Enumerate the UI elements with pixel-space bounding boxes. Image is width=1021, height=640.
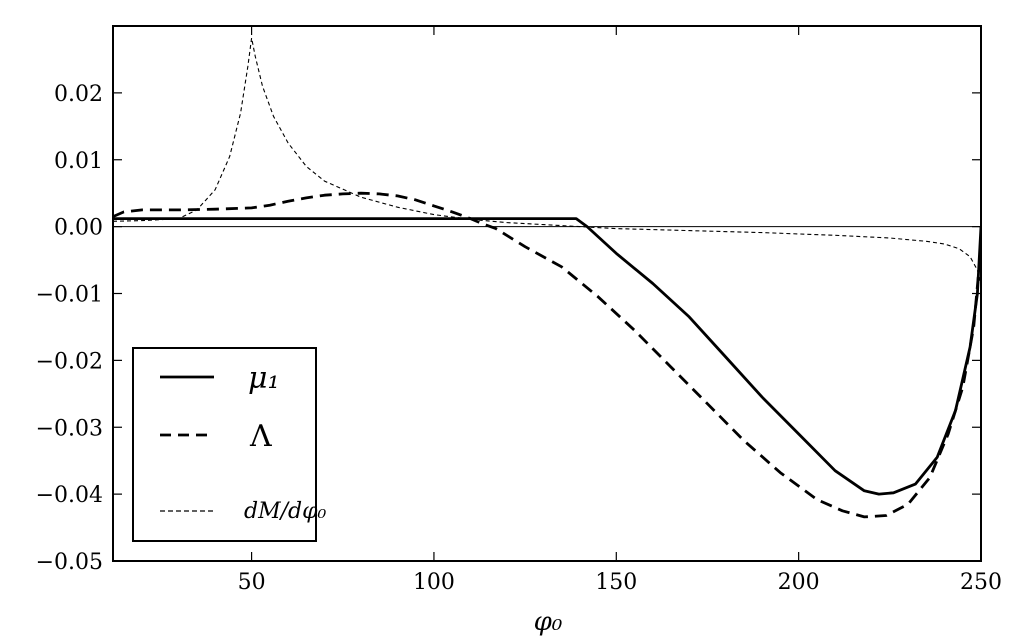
y-tick-label: 0.02 xyxy=(54,82,103,107)
x-tick-label: 200 xyxy=(778,570,820,595)
x-tick-label: 150 xyxy=(595,570,637,595)
x-axis: 50 100 150 200 250 xyxy=(238,26,1002,595)
x-tick-label: 250 xyxy=(960,570,1002,595)
y-tick-label: −0.03 xyxy=(36,416,103,441)
legend-label-lambda: Λ xyxy=(249,419,272,454)
x-axis-label: φ₀ xyxy=(534,607,563,637)
legend: μ₁ Λ dM/dφ₀ xyxy=(132,347,327,542)
series-line-lambda xyxy=(113,191,981,519)
y-tick-label: 0.00 xyxy=(54,216,103,241)
x-tick-label: 100 xyxy=(413,570,455,595)
y-axis: −0.05 −0.04 −0.03 −0.02 −0.01 0.00 0.01 0.02 xyxy=(36,82,981,575)
x-tick-label: 50 xyxy=(238,570,266,595)
legend-box xyxy=(132,347,317,542)
series-line-mu1 xyxy=(113,217,981,496)
y-tick-label: 0.01 xyxy=(54,149,103,174)
series-line-dmdphi xyxy=(113,37,981,284)
y-tick-label: −0.05 xyxy=(36,550,103,575)
plot-frame xyxy=(112,25,982,562)
y-tick-label: −0.02 xyxy=(36,349,103,374)
y-tick-label: −0.01 xyxy=(36,283,103,308)
legend-label-mu1: μ₁ xyxy=(248,361,280,396)
y-tick-label: −0.04 xyxy=(36,483,103,508)
plot-area xyxy=(113,37,981,519)
legend-label-dmdphi: dM/dφ₀ xyxy=(244,499,327,524)
